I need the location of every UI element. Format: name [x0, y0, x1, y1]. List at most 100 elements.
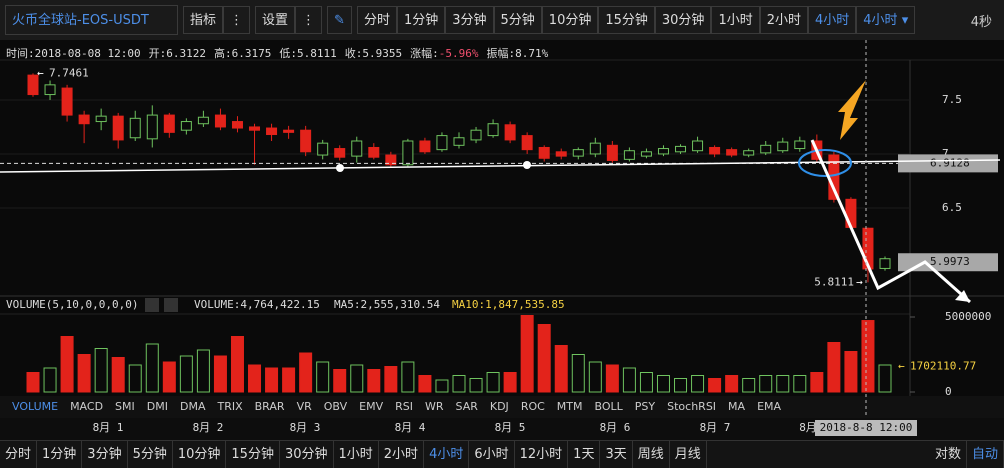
indicator-btn[interactable]: 指标	[183, 6, 224, 34]
candle-body	[334, 148, 346, 158]
close-icon[interactable]	[164, 298, 178, 312]
volume-bar	[43, 367, 57, 393]
indicator-tab[interactable]: RSI	[395, 400, 413, 413]
info: 时间:	[6, 47, 35, 60]
volume-bar	[537, 324, 551, 393]
indicator-tab[interactable]: TRIX	[216, 400, 243, 413]
interval-btn[interactable]: 5分钟	[493, 6, 542, 34]
indicator-tab[interactable]: MA	[728, 400, 745, 413]
volume-bar	[588, 361, 602, 393]
indicator-tab[interactable]: SMI	[115, 400, 135, 413]
volume-bar	[179, 355, 193, 393]
volume-bar	[230, 336, 244, 393]
candle-body	[589, 142, 601, 155]
price-marker: 6.9128	[930, 156, 970, 169]
interval-btn[interactable]: 10分钟	[173, 441, 227, 468]
symbol[interactable]: 火币全球站-EOS-USDT	[5, 5, 178, 35]
candle-body	[266, 127, 278, 136]
volume-bar	[435, 379, 449, 393]
x-tick-label: 8月 4	[395, 421, 426, 434]
volume-bar	[299, 352, 313, 393]
indicator-tab[interactable]: MTM	[557, 400, 583, 413]
arrow: →	[856, 275, 863, 288]
interval-btn[interactable]: 1天	[568, 441, 601, 468]
interval-btn[interactable]: 15分钟	[226, 441, 280, 468]
interval-btn[interactable]: 5分钟	[128, 441, 173, 468]
interval-btn[interactable]: 周线	[633, 441, 670, 468]
interval-btn[interactable]: 2小时	[759, 6, 808, 34]
indicator-tab[interactable]: BOLL	[595, 400, 624, 413]
volume-bar	[810, 372, 824, 393]
candle-body	[214, 114, 226, 128]
dot	[336, 164, 344, 172]
scale-options: 对数 自动	[930, 441, 1004, 468]
indicator-tab[interactable]: BRAR	[255, 400, 285, 413]
interval-btn[interactable]: 30分钟	[280, 441, 334, 468]
y-tick-label: 5000000	[945, 310, 991, 323]
indicator-tab[interactable]: DMI	[147, 400, 168, 413]
info: 振幅:	[486, 46, 515, 60]
interval-btn[interactable]: 分时	[356, 6, 397, 34]
candle-body	[419, 140, 431, 153]
y-tick-label: 7.5	[942, 93, 962, 106]
interval-btn[interactable]: 分时	[0, 441, 38, 468]
volume-bar	[827, 342, 841, 393]
interval-btn[interactable]: 3天	[600, 441, 633, 468]
interval-btn[interactable]: 10分钟	[541, 6, 599, 34]
interval-btn[interactable]: 6小时	[469, 441, 515, 468]
interval-select[interactable]: 4小时 ▾	[856, 6, 916, 34]
indicator-tab[interactable]: ROC	[521, 400, 545, 413]
scale-btn[interactable]: 对数	[930, 441, 967, 468]
menu-dots[interactable]: ⋮	[223, 6, 251, 34]
interval-btn[interactable]: 1分钟	[37, 441, 83, 468]
candle-body	[675, 145, 687, 153]
menu-dots[interactable]: ⋮	[295, 6, 323, 34]
candle-body	[760, 144, 772, 154]
volume-bar	[503, 372, 517, 393]
volume-bar	[656, 375, 670, 393]
indicator-tab[interactable]: WR	[425, 400, 444, 413]
scale-btn[interactable]: 自动	[967, 441, 1004, 468]
gear-icon[interactable]	[145, 298, 159, 312]
interval-btn[interactable]: 1小时	[334, 441, 379, 468]
arrow	[810, 139, 971, 304]
candle-body	[777, 141, 789, 152]
interval-btn[interactable]: 3分钟	[82, 441, 128, 468]
indicator-tab[interactable]: VOLUME	[12, 400, 58, 413]
indicator-tab[interactable]: OBV	[324, 400, 348, 413]
indicator-tab[interactable]: PSY	[635, 400, 656, 413]
draw-btn[interactable]: ✎	[327, 6, 352, 34]
interval-btn[interactable]: 30分钟	[654, 6, 712, 34]
x-tick-label: 8月 6	[600, 421, 631, 434]
indicator-tab[interactable]: MACD	[70, 400, 103, 413]
date-axis-bg	[0, 418, 1004, 440]
interval-btn[interactable]: 4小时	[424, 441, 470, 468]
candle-body	[351, 140, 363, 157]
indicator-tab[interactable]: VR	[297, 400, 313, 413]
volume-title: VOLUME(5,10,0,0,0,0)	[6, 298, 138, 311]
interval-btn[interactable]: 1小时	[711, 6, 760, 34]
interval-btn[interactable]: 月线	[670, 441, 707, 468]
interval-btn[interactable]: 2小时	[379, 441, 425, 468]
interval-select-text: 4小时	[863, 13, 898, 28]
indicator-tab[interactable]: SAR	[456, 400, 479, 413]
indicator-tab[interactable]: EMV	[359, 400, 383, 413]
indicator-tab[interactable]: KDJ	[490, 400, 509, 413]
indicator-tab[interactable]: StochRSI	[667, 400, 716, 413]
interval-btn[interactable]: 4小时	[808, 6, 857, 34]
volume-bar	[571, 354, 585, 393]
interval-btn[interactable]: 1分钟	[396, 6, 446, 34]
candle-body	[436, 135, 448, 151]
interval-btn[interactable]: 15分钟	[598, 6, 655, 34]
indicator-tab[interactable]: EMA	[757, 400, 781, 413]
interval-btn[interactable]: 12小时	[515, 441, 569, 468]
indicator-tab[interactable]: DMA	[180, 400, 206, 413]
interval-btn[interactable]: 3分钟	[445, 6, 494, 34]
candle-body	[538, 146, 550, 159]
crosshair-time: 2018-8-8 12:00	[820, 421, 913, 434]
settings-btn[interactable]: 设置	[255, 6, 296, 34]
volume-bar	[452, 375, 466, 393]
volume-bar	[384, 366, 398, 393]
volume-bar	[282, 367, 296, 393]
